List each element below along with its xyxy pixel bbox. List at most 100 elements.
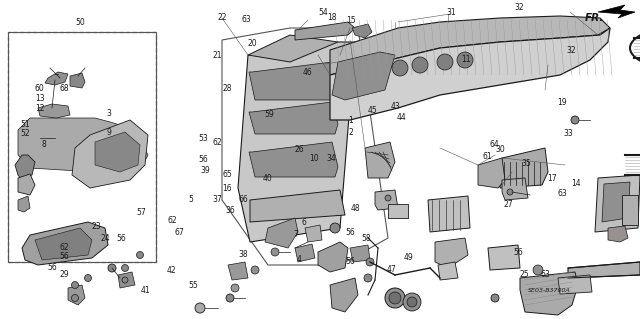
Text: 56: 56 <box>198 155 209 164</box>
Circle shape <box>437 54 453 70</box>
Text: 45: 45 <box>367 106 378 115</box>
Circle shape <box>231 284 239 292</box>
Text: 13: 13 <box>35 94 45 103</box>
Text: 43: 43 <box>390 102 401 111</box>
Circle shape <box>226 294 234 302</box>
Text: 16: 16 <box>222 184 232 193</box>
Text: 61: 61 <box>483 152 493 161</box>
Text: 24: 24 <box>100 234 111 243</box>
Text: 7: 7 <box>293 230 298 239</box>
Text: 26: 26 <box>294 145 305 154</box>
Polygon shape <box>502 178 528 200</box>
Text: 56: 56 <box>346 228 356 237</box>
Text: 64: 64 <box>489 140 499 149</box>
Text: 55: 55 <box>188 281 198 290</box>
Text: 56: 56 <box>47 263 58 272</box>
Polygon shape <box>318 242 348 272</box>
Text: 32: 32 <box>566 46 576 55</box>
Circle shape <box>389 292 401 304</box>
Text: 17: 17 <box>547 174 557 182</box>
Text: 35: 35 <box>521 159 531 168</box>
Text: 63: 63 <box>557 189 567 198</box>
Circle shape <box>412 57 428 73</box>
Circle shape <box>108 264 116 272</box>
Text: 11: 11 <box>461 56 470 64</box>
Polygon shape <box>435 238 468 268</box>
Text: 29: 29 <box>59 271 69 279</box>
Polygon shape <box>228 262 248 280</box>
Text: 65: 65 <box>222 170 232 179</box>
Text: 54: 54 <box>318 8 328 17</box>
Circle shape <box>136 251 143 258</box>
Circle shape <box>330 223 340 233</box>
Text: 62: 62 <box>212 138 223 147</box>
Polygon shape <box>478 158 505 188</box>
Circle shape <box>72 294 79 301</box>
Polygon shape <box>295 22 355 40</box>
Circle shape <box>271 248 279 256</box>
Polygon shape <box>249 102 338 134</box>
Text: 66: 66 <box>238 195 248 204</box>
Polygon shape <box>330 28 610 120</box>
Polygon shape <box>45 72 68 85</box>
Text: 14: 14 <box>571 179 581 188</box>
Polygon shape <box>295 244 315 262</box>
Polygon shape <box>428 196 470 232</box>
Polygon shape <box>568 262 640 278</box>
Text: 6: 6 <box>301 218 307 227</box>
Text: 41: 41 <box>141 286 151 295</box>
Text: 56: 56 <box>116 234 127 243</box>
Polygon shape <box>118 272 135 288</box>
Text: 12: 12 <box>35 104 44 113</box>
Text: 44: 44 <box>397 113 407 122</box>
Polygon shape <box>488 245 520 270</box>
Text: 34: 34 <box>326 154 337 163</box>
Text: 62: 62 <box>168 216 178 225</box>
Polygon shape <box>18 118 148 175</box>
Polygon shape <box>598 5 635 18</box>
Text: 63: 63 <box>540 271 550 279</box>
Text: 47: 47 <box>387 265 397 274</box>
Circle shape <box>407 297 417 307</box>
Text: 62: 62 <box>59 243 69 252</box>
Polygon shape <box>332 52 395 100</box>
Bar <box>8 32 156 262</box>
Text: 1: 1 <box>348 116 353 125</box>
Circle shape <box>364 274 372 282</box>
Polygon shape <box>35 228 92 260</box>
Circle shape <box>72 281 79 288</box>
Text: 56: 56 <box>59 252 69 261</box>
Polygon shape <box>608 226 628 242</box>
Polygon shape <box>70 73 85 88</box>
Text: 2: 2 <box>348 128 353 137</box>
Polygon shape <box>305 225 322 242</box>
Text: 46: 46 <box>302 68 312 77</box>
Text: 36: 36 <box>225 206 236 215</box>
Text: 49: 49 <box>403 253 413 262</box>
Polygon shape <box>375 190 398 210</box>
Polygon shape <box>388 204 408 218</box>
Polygon shape <box>249 62 338 100</box>
Polygon shape <box>602 182 630 222</box>
Text: 60: 60 <box>35 84 45 93</box>
Circle shape <box>122 264 129 271</box>
Text: 10: 10 <box>308 154 319 163</box>
Text: 56: 56 <box>346 257 356 266</box>
Circle shape <box>507 189 513 195</box>
Text: 8: 8 <box>41 140 46 149</box>
Polygon shape <box>558 275 592 294</box>
Polygon shape <box>22 222 108 265</box>
Text: 51: 51 <box>20 120 31 129</box>
Polygon shape <box>350 245 370 262</box>
Polygon shape <box>438 262 458 280</box>
Text: 42: 42 <box>166 266 177 275</box>
Circle shape <box>403 293 421 311</box>
Circle shape <box>491 294 499 302</box>
Text: 48: 48 <box>350 204 360 213</box>
Text: 5: 5 <box>188 195 193 204</box>
Text: 50: 50 <box>75 19 85 27</box>
Circle shape <box>251 266 259 274</box>
Circle shape <box>457 52 473 68</box>
Text: 52: 52 <box>20 129 31 138</box>
Text: 15: 15 <box>346 16 356 25</box>
